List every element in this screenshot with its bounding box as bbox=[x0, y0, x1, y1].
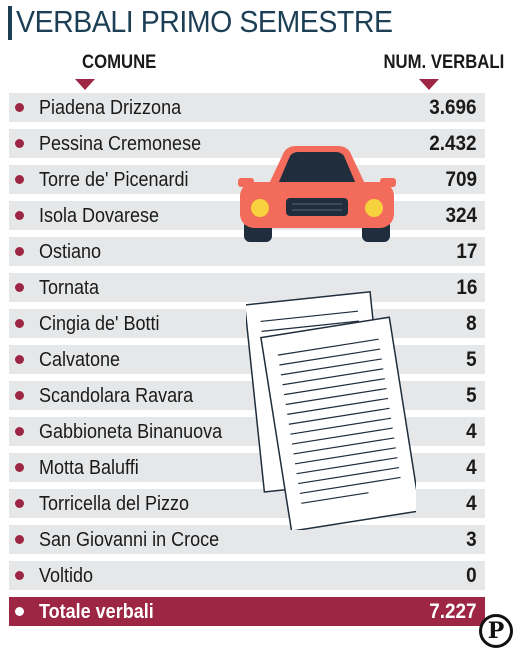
column-header-num-verbali: NUM. VERBALI bbox=[383, 52, 504, 73]
publisher-logo: P bbox=[479, 614, 513, 648]
header-arrow-down-icon bbox=[419, 79, 439, 90]
bullet-dot-icon bbox=[15, 103, 24, 112]
comune-name: Cingia de' Botti bbox=[39, 313, 160, 335]
verbali-count: 2.432 bbox=[429, 132, 477, 155]
bullet-dot-icon bbox=[15, 571, 24, 580]
table-row: Calvatone 5 bbox=[9, 345, 485, 374]
table-row: Voltido 0 bbox=[9, 561, 485, 590]
bullet-dot-icon bbox=[15, 499, 24, 508]
table-row: San Giovanni in Croce 3 bbox=[9, 525, 485, 554]
verbali-count: 3 bbox=[466, 528, 477, 551]
bullet-dot-icon bbox=[15, 319, 24, 328]
page-title: VERBALI PRIMO SEMESTRE bbox=[16, 4, 393, 39]
verbali-count: 4 bbox=[466, 456, 477, 479]
total-label: Totale verbali bbox=[39, 601, 154, 623]
table-row: Scandolara Ravara 5 bbox=[9, 381, 485, 410]
comune-name: Voltido bbox=[39, 565, 94, 587]
verbali-count: 4 bbox=[466, 492, 477, 515]
total-value: 7.227 bbox=[429, 600, 477, 623]
documents-icon bbox=[246, 290, 416, 530]
bullet-dot-icon bbox=[15, 463, 24, 472]
bullet-dot-icon bbox=[15, 283, 24, 292]
bullet-dot-icon bbox=[15, 355, 24, 364]
verbali-count: 324 bbox=[445, 204, 477, 227]
comune-name: Tornata bbox=[39, 277, 100, 299]
verbali-count: 16 bbox=[455, 276, 477, 299]
title-accent-bar bbox=[8, 6, 12, 40]
bullet-dot-icon bbox=[15, 535, 24, 544]
table-row: Ostiano 17 bbox=[9, 237, 485, 266]
verbali-count: 709 bbox=[445, 168, 477, 191]
verbali-count: 5 bbox=[466, 348, 477, 371]
verbali-count: 5 bbox=[466, 384, 477, 407]
verbali-count: 4 bbox=[466, 420, 477, 443]
verbali-table: Piadena Drizzona 3.696 Pessina Cremonese 2.… bbox=[9, 93, 485, 633]
comune-name: Torricella del Pizzo bbox=[39, 493, 190, 515]
comune-name: Ostiano bbox=[39, 241, 102, 263]
comune-name: San Giovanni in Croce bbox=[39, 529, 220, 551]
verbali-count: 3.696 bbox=[429, 96, 477, 119]
bullet-dot-icon bbox=[15, 247, 24, 256]
publisher-logo-letter: P bbox=[487, 618, 505, 644]
bullet-dot-icon bbox=[15, 211, 24, 220]
table-row: Piadena Drizzona 3.696 bbox=[9, 93, 485, 122]
comune-name: Calvatone bbox=[39, 349, 121, 371]
comune-name: Piadena Drizzona bbox=[39, 97, 182, 119]
comune-name: Pessina Cremonese bbox=[39, 133, 202, 155]
header-arrow-down-icon bbox=[75, 79, 95, 90]
comune-name: Gabbioneta Binanuova bbox=[39, 421, 223, 443]
table-row: Tornata 16 bbox=[9, 273, 485, 302]
bullet-dot-icon bbox=[15, 139, 24, 148]
column-header-comune: COMUNE bbox=[82, 52, 157, 73]
table-row: Pessina Cremonese 2.432 bbox=[9, 129, 485, 158]
bullet-dot-icon bbox=[15, 391, 24, 400]
bullet-dot-icon bbox=[15, 427, 24, 436]
bullet-dot-icon bbox=[15, 607, 24, 616]
total-row: Totale verbali 7.227 bbox=[9, 597, 485, 626]
bullet-dot-icon bbox=[15, 175, 24, 184]
verbali-count: 8 bbox=[466, 312, 477, 335]
comune-name: Motta Baluffi bbox=[39, 457, 139, 479]
comune-name: Isola Dovarese bbox=[39, 205, 160, 227]
comune-name: Torre de' Picenardi bbox=[39, 169, 189, 191]
car-icon bbox=[238, 146, 396, 242]
verbali-count: 0 bbox=[466, 564, 477, 587]
comune-name: Scandolara Ravara bbox=[39, 385, 194, 407]
verbali-count: 17 bbox=[455, 240, 477, 263]
